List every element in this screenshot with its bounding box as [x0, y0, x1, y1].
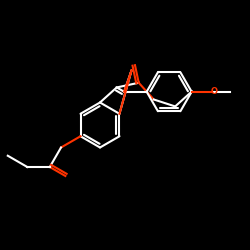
Text: O: O [211, 87, 218, 96]
